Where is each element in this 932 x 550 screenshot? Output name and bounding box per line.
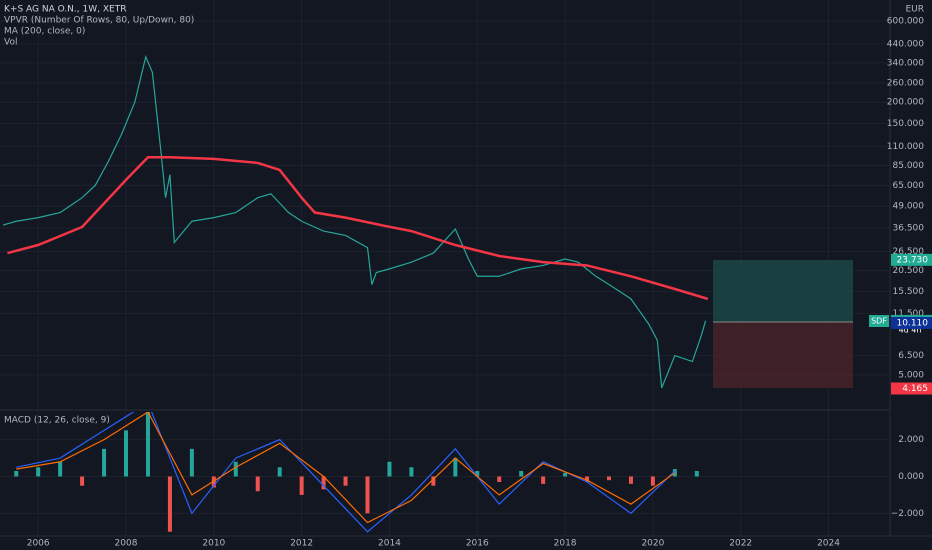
macd-histogram-bar (453, 458, 458, 477)
pane-plot (14, 412, 699, 533)
symbol-tag-bg (869, 315, 889, 327)
y-tick-label: 440.000 (887, 39, 924, 49)
macd-histogram-bar (145, 412, 150, 477)
macd-histogram-bar (80, 476, 85, 486)
y-tick-label: 15.500 (893, 287, 925, 297)
price-tag-bg (891, 316, 932, 329)
y-tick-label: 5.000 (898, 370, 924, 380)
y-tick-label: 20.500 (893, 266, 925, 276)
y-tick-label: 200.000 (887, 98, 924, 108)
macd-histogram-bar (189, 448, 194, 477)
price-tag-bg (891, 253, 932, 266)
macd-histogram-bar (628, 476, 633, 484)
macd-histogram-bar (277, 467, 282, 477)
macd-histogram-bar (563, 472, 568, 477)
price-line (7, 156, 709, 301)
macd-histogram-bar (497, 476, 502, 483)
macd-histogram-bar (694, 470, 699, 477)
y-tick-label: 11.500 (893, 309, 925, 319)
macd-title: MACD (12, 26, close, 9) (4, 416, 110, 426)
currency-label: EUR (905, 5, 924, 15)
y-tick-label: 36.500 (893, 224, 925, 234)
macd-histogram-bar (167, 476, 172, 532)
price-tag: 10.110 (897, 318, 929, 328)
x-tick-label: 2006 (27, 539, 50, 549)
macd-histogram-bar (211, 476, 216, 488)
macd-histogram-bar (36, 467, 41, 477)
macd-histogram-bar (255, 476, 260, 492)
y-tick-label: 49.000 (893, 202, 925, 212)
macd-histogram-bar (475, 470, 480, 477)
x-tick-label: 2022 (729, 539, 752, 549)
y-tick-label: −2.000 (891, 509, 925, 519)
macd-histogram-bar (321, 476, 326, 490)
macd-histogram-bar (233, 461, 238, 477)
y-tick-label: 260.000 (887, 78, 924, 88)
macd-line (16, 412, 676, 524)
bar-countdown: 4d 4h (899, 326, 922, 335)
indicator-label: VPVR (Number Of Rows, 80, Up/Down, 80) (4, 16, 194, 26)
macd-histogram-bar (541, 476, 546, 484)
macd-histogram-bar (365, 476, 370, 514)
long-position-profit (713, 260, 853, 322)
price-tag-bg (891, 382, 932, 395)
macd-histogram-bar (519, 470, 524, 477)
y-tick-label: 6.500 (898, 351, 924, 361)
y-tick-label: 2.000 (898, 435, 924, 445)
symbol-title: K+S AG NA O.N., 1W, XETR (4, 5, 126, 15)
x-tick-label: 2020 (641, 539, 664, 549)
macd-histogram-bar (585, 476, 590, 483)
x-tick-label: 2010 (202, 539, 225, 549)
y-tick-label: 85.000 (893, 161, 925, 171)
macd-histogram-bar (102, 448, 107, 477)
y-tick-label: 110.000 (887, 142, 924, 152)
macd-histogram-bar (431, 476, 436, 486)
price-tag: 4.165 (902, 384, 928, 394)
y-tick-label: 340.000 (887, 58, 924, 68)
y-tick-label: 65.000 (893, 181, 925, 191)
macd-histogram-bar (58, 461, 63, 477)
long-position-stop (713, 322, 853, 388)
macd-histogram-bar (14, 470, 19, 477)
macd-histogram-bar (606, 476, 611, 481)
y-tick-label: 150.000 (887, 119, 924, 129)
macd-histogram-bar (124, 430, 129, 477)
macd-histogram-bar (650, 476, 655, 486)
symbol-tag: SDF (871, 317, 887, 326)
x-tick-label: 2014 (378, 539, 401, 549)
x-tick-label: 2024 (817, 539, 840, 549)
macd-histogram-bar (343, 476, 348, 486)
price-tag: 23.730 (897, 255, 929, 265)
x-tick-label: 2008 (115, 539, 138, 549)
y-tick-label: 26.500 (893, 247, 925, 257)
macd-histogram-bar (299, 476, 304, 495)
macd-histogram-bar (387, 461, 392, 477)
x-tick-label: 2012 (290, 539, 313, 549)
pane-plot (2, 54, 709, 389)
macd-histogram-bar (409, 467, 414, 477)
y-tick-label: 600.000 (887, 16, 924, 26)
indicator-label: MA (200, close, 0) (4, 27, 85, 37)
indicator-label: Vol (4, 38, 17, 48)
x-tick-label: 2016 (466, 539, 489, 549)
price-line (2, 54, 707, 389)
y-tick-label: 0.000 (898, 472, 924, 482)
macd-line (16, 412, 676, 533)
x-tick-label: 2018 (554, 539, 577, 549)
